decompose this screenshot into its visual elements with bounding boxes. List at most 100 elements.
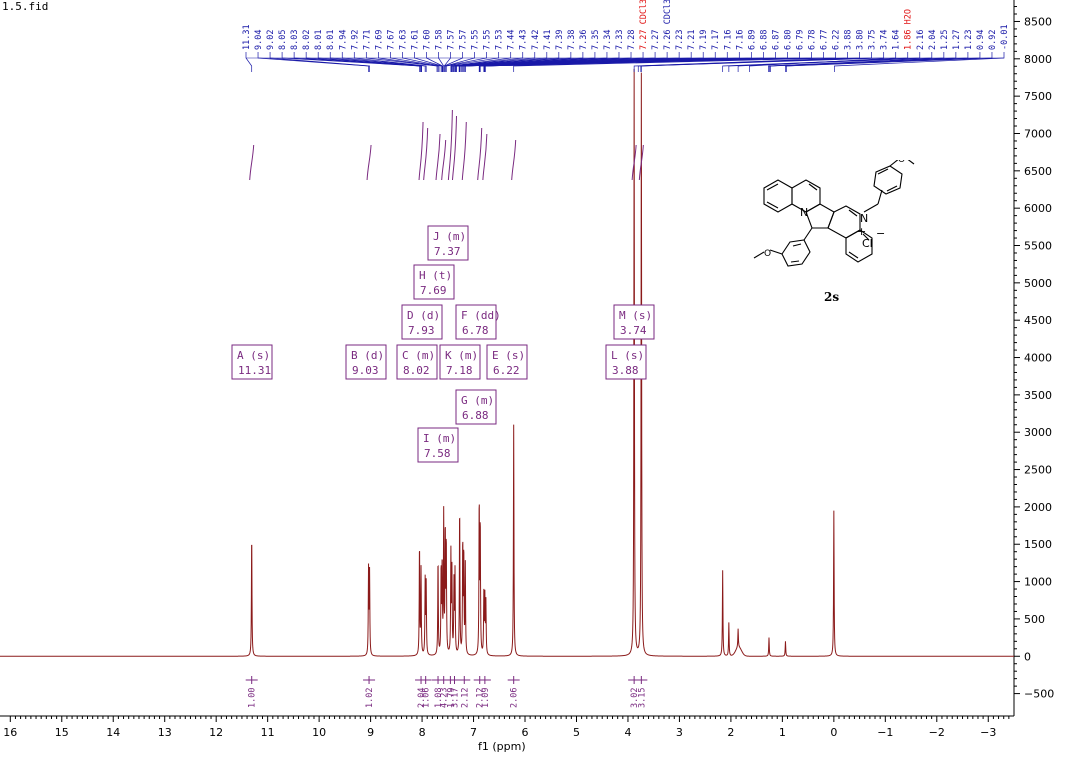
- peak-label: 1.25: [940, 30, 950, 50]
- peak-label: 7.36: [579, 30, 589, 50]
- integral-curve: [435, 133, 441, 181]
- peak-leader-line: [451, 52, 536, 72]
- integral-curve: [441, 139, 447, 181]
- peak-leader-line: [640, 52, 885, 72]
- molecule-drawing: N + N Cl − O O: [753, 155, 915, 267]
- peak-label: 7.19: [699, 30, 709, 50]
- multiplet-box: [455, 304, 497, 340]
- integral-value: 2.04: [417, 688, 427, 708]
- peak-label: 2.16: [916, 30, 926, 50]
- peak-label: 6.88: [759, 30, 769, 50]
- charge-plus: +: [857, 225, 866, 238]
- multiplet-label: L (s): [611, 349, 644, 362]
- multiplet-label: J (m): [433, 230, 466, 243]
- y-tick-label: 2500: [1024, 464, 1052, 477]
- peak-leader-line: [485, 52, 824, 72]
- peak-label: 7.26 CDCl3: [663, 0, 673, 50]
- peak-leader-line: [452, 52, 548, 72]
- chloride-label: Cl: [862, 237, 873, 250]
- integral-value: 3.02: [630, 688, 640, 708]
- peak-label: 8.02: [302, 30, 312, 50]
- peak-label: 7.35: [591, 30, 601, 50]
- peak-label: 7.21: [687, 30, 697, 50]
- x-tick-label: 1: [779, 726, 786, 739]
- multiplet-shift: 3.88: [612, 364, 639, 377]
- peak-label: 7.67: [386, 30, 396, 50]
- integral-value: 1.08: [434, 688, 444, 708]
- x-tick-label: 7: [470, 726, 477, 739]
- multiplet-label: I (m): [423, 432, 456, 445]
- peak-leader-line: [443, 52, 463, 72]
- peak-leader-line: [453, 52, 572, 72]
- integral-value: 1.09: [481, 688, 491, 708]
- multiplet-label: H (t): [419, 269, 452, 282]
- peak-label: 6.87: [771, 30, 781, 50]
- peak-leader-line: [464, 52, 740, 72]
- multiplet-label: F (dd): [461, 309, 501, 322]
- peak-label: 6.89: [747, 30, 757, 50]
- multiplet-shift: 7.18: [446, 364, 473, 377]
- peak-leader-line: [728, 52, 933, 72]
- y-tick-label: 4500: [1024, 314, 1052, 327]
- peak-label: 7.28: [627, 30, 637, 50]
- peak-label: 1.27: [952, 30, 962, 50]
- y-tick-label: 6000: [1024, 202, 1052, 215]
- peak-label: 8.03: [290, 30, 300, 50]
- y-tick-label: 3000: [1024, 426, 1052, 439]
- x-tick-label: 12: [209, 726, 223, 739]
- multiplet-label: G (m): [461, 394, 494, 407]
- peak-label: 7.71: [362, 30, 372, 50]
- multiplet-shift: 6.78: [462, 324, 489, 337]
- peak-label: 8.05: [278, 30, 288, 50]
- x-tick-label: 11: [261, 726, 275, 739]
- y-tick-label: 7500: [1024, 90, 1052, 103]
- oxygen-label: O: [898, 160, 905, 165]
- peak-leader-line: [722, 52, 921, 72]
- multiplet-shift: 7.37: [434, 245, 461, 258]
- peak-label: 3.75: [868, 30, 878, 50]
- peak-leader-line: [402, 52, 442, 72]
- nitrogen-label: N: [800, 206, 808, 219]
- integral-value: 2.06: [510, 688, 520, 708]
- multiplet-box: [345, 344, 387, 380]
- peak-label: 7.33: [615, 30, 625, 50]
- peak-leader-line: [834, 52, 1005, 72]
- peak-leader-line: [329, 52, 422, 72]
- peak-label: 7.39: [555, 30, 565, 50]
- peak-label: 7.16: [735, 30, 745, 50]
- nitrogen-plus-label: N: [860, 212, 868, 225]
- peak-leader-line: [786, 52, 993, 72]
- charge-minus: −: [876, 227, 885, 240]
- multiplet-box: [439, 344, 481, 380]
- peak-label: 3.88: [844, 30, 854, 50]
- peak-label: 2.04: [928, 30, 938, 50]
- multiplet-shift: 7.93: [408, 324, 435, 337]
- peak-label: 7.43: [519, 30, 529, 50]
- y-tick-label: 8000: [1024, 53, 1052, 66]
- multiplet-shift: 6.88: [462, 409, 489, 422]
- multiplet-box: [413, 264, 455, 300]
- multiplet-label: M (s): [619, 309, 652, 322]
- integral-curve: [447, 109, 453, 181]
- peak-leader-line: [390, 52, 440, 72]
- x-tick-label: 8: [419, 726, 426, 739]
- oxygen-label-2: O: [764, 249, 771, 259]
- integral-value: 3.17: [450, 688, 460, 708]
- multiplet-box: [455, 389, 497, 425]
- peak-leader-line: [426, 52, 444, 72]
- peak-label: 7.23: [675, 30, 685, 50]
- peak-label: 0.92: [988, 30, 998, 50]
- multiplet-box: [417, 427, 459, 463]
- peak-label: 8.01: [326, 30, 336, 50]
- x-tick-label: 6: [522, 726, 529, 739]
- y-tick-label: 6500: [1024, 165, 1052, 178]
- multiplet-shift: 7.69: [420, 284, 447, 297]
- y-tick-label: 5500: [1024, 240, 1052, 253]
- x-tick-label: 4: [624, 726, 631, 739]
- peak-leader-line: [445, 52, 500, 72]
- integral-curve: [423, 127, 429, 181]
- y-tick-label: 0: [1024, 650, 1031, 663]
- multiplet-shift: 9.03: [352, 364, 379, 377]
- peak-label: 6.78: [807, 30, 817, 50]
- peak-label: 7.94: [338, 30, 348, 50]
